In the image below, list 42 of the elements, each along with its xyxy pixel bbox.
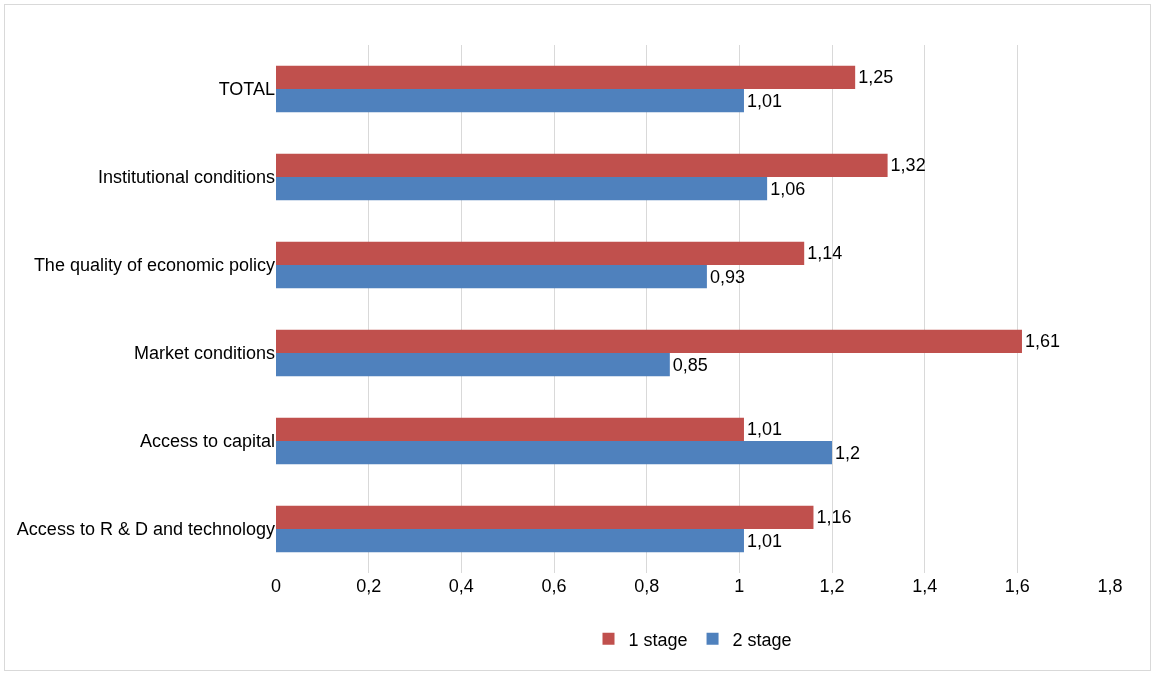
data-label: 1,14 xyxy=(807,243,843,264)
bar xyxy=(276,65,856,89)
bar xyxy=(276,153,888,177)
x-tick-label: 0,6 xyxy=(541,576,567,596)
bar xyxy=(276,441,832,465)
x-tick-label: 1,6 xyxy=(1004,576,1030,596)
x-tick-label: 0,4 xyxy=(448,576,474,596)
legend-label: 2 stage xyxy=(732,629,792,650)
bar xyxy=(276,353,670,377)
data-label: 1,01 xyxy=(746,90,783,111)
x-tick-label: 0,8 xyxy=(634,576,660,596)
bar xyxy=(276,329,1022,353)
y-tick-label: Institutional conditions xyxy=(97,167,275,188)
data-label: 1,25 xyxy=(858,67,894,88)
bar xyxy=(276,529,744,553)
bar xyxy=(276,505,814,529)
x-tick-label: 1,8 xyxy=(1097,576,1123,596)
y-tick-label: Access to R & D and technology xyxy=(16,519,275,540)
legend-label: 1 stage xyxy=(628,629,688,650)
y-tick-label: Access to capital xyxy=(139,431,275,452)
data-label: 0,93 xyxy=(709,266,745,287)
data-label: 1,2 xyxy=(835,442,861,463)
x-tick-label: 1,2 xyxy=(819,576,845,596)
bar xyxy=(276,265,707,289)
bar xyxy=(276,177,768,201)
y-tick-label: Market conditions xyxy=(133,343,275,364)
x-tick-label: 0,2 xyxy=(356,576,382,596)
data-label: 1,06 xyxy=(770,178,806,199)
data-label: 1,01 xyxy=(746,419,783,440)
bar xyxy=(276,89,744,113)
y-tick-label: TOTAL xyxy=(218,79,275,100)
x-tick-label: 1 xyxy=(734,576,745,596)
x-tick-label: 0 xyxy=(270,576,282,596)
y-tick-label: The quality of economic policy xyxy=(33,255,275,276)
x-tick-label: 1,4 xyxy=(912,576,938,596)
data-label: 0,85 xyxy=(672,354,708,375)
data-label: 1,16 xyxy=(816,507,852,528)
data-label: 1,61 xyxy=(1024,331,1061,352)
data-label: 1,32 xyxy=(890,155,926,176)
data-label: 1,01 xyxy=(746,530,783,551)
bar xyxy=(276,417,744,441)
bar xyxy=(276,241,805,265)
